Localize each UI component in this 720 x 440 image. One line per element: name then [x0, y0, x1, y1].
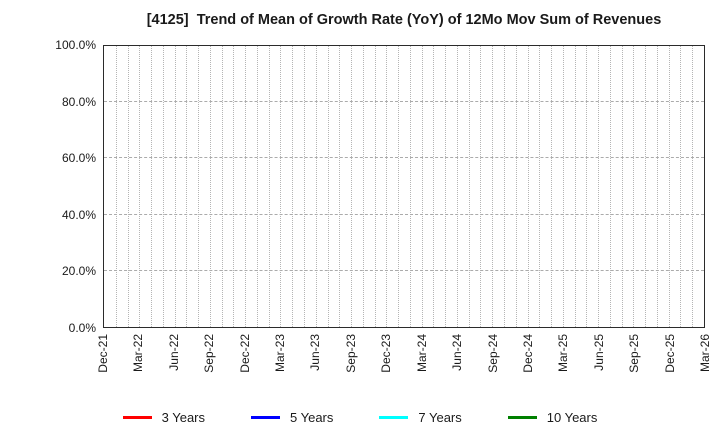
legend-line-swatch [507, 415, 537, 419]
gridline-vertical [174, 46, 176, 327]
gridline-vertical [551, 46, 553, 327]
gridline-vertical [315, 46, 317, 327]
gridline-vertical [327, 46, 329, 327]
x-tick-label: Dec-22 [237, 334, 252, 373]
gridline-vertical [680, 46, 682, 327]
x-tick-label: Sep-25 [627, 334, 642, 373]
x-axis-tick-labels: Dec-21 Mar-22 Jun-22 Sep-22 Dec-22 Mar-23 Jun-… [96, 329, 712, 391]
gridline-vertical [398, 46, 400, 327]
gridline-vertical [221, 46, 223, 327]
gridline-horizontal [104, 157, 704, 159]
gridline-vertical [456, 46, 458, 327]
x-tick-label: Jun-23 [308, 334, 323, 371]
x-tick-label: Mar-23 [273, 334, 288, 373]
gridline-vertical [539, 46, 541, 327]
gridline-vertical [362, 46, 364, 327]
x-tick-label: Jun-24 [450, 334, 465, 371]
gridline-vertical [198, 46, 200, 327]
gridline-vertical [433, 46, 435, 327]
x-tick-label: Dec-25 [662, 334, 677, 373]
gridline-vertical [186, 46, 188, 327]
gridline-vertical [151, 46, 153, 327]
y-tick-label: 20.0% [61, 264, 96, 279]
x-tick-label: Dec-23 [379, 334, 394, 373]
gridline-vertical [480, 46, 482, 327]
gridline-vertical [233, 46, 235, 327]
legend-line-swatch [122, 415, 152, 419]
gridline-vertical [127, 46, 129, 327]
x-tick-label: Sep-23 [343, 334, 358, 373]
gridline-vertical [115, 46, 117, 327]
gridline-vertical [598, 46, 600, 327]
x-tick-label: Mar-24 [414, 334, 429, 373]
x-tick-label: Jun-22 [166, 334, 181, 371]
gridline-vertical [621, 46, 623, 327]
x-tick-label: Mar-25 [556, 334, 571, 373]
x-tick-label: Sep-24 [485, 334, 500, 373]
y-tick-label: 40.0% [61, 207, 96, 222]
y-tick-label: 100.0% [55, 38, 96, 52]
gridline-vertical [668, 46, 670, 327]
gridline-vertical [386, 46, 388, 327]
plot-area [103, 45, 705, 328]
gridline-vertical [609, 46, 611, 327]
gridline-vertical [633, 46, 635, 327]
legend-label: 7 Years [418, 409, 462, 425]
gridline-vertical [374, 46, 376, 327]
x-tick-label: Mar-22 [131, 334, 146, 373]
legend-item: 7 Years [379, 409, 462, 425]
gridline-vertical [280, 46, 282, 327]
y-tick-label: 80.0% [61, 94, 96, 109]
gridline-vertical [562, 46, 564, 327]
gridline-vertical [527, 46, 529, 327]
legend-label: 3 Years [161, 409, 205, 425]
gridline-horizontal [104, 269, 704, 271]
gridline-vertical [162, 46, 164, 327]
gridline-vertical [256, 46, 258, 327]
y-axis-tick-labels: 0.0% 20.0% 40.0% 60.0% 80.0% 100.0% [0, 38, 96, 335]
gridline-vertical [139, 46, 141, 327]
y-tick-label: 0.0% [68, 321, 96, 335]
legend-line-swatch [251, 415, 280, 419]
gridline-vertical [586, 46, 588, 327]
gridline-vertical [409, 46, 411, 327]
gridline-vertical [421, 46, 423, 327]
gridline-vertical [209, 46, 211, 327]
legend-label: 5 Years [290, 409, 334, 425]
gridline-vertical [656, 46, 658, 327]
x-tick-label: Dec-24 [520, 334, 535, 373]
gridline-horizontal [104, 213, 704, 215]
gridline-vertical [515, 46, 517, 327]
legend-label: 10 Years [546, 409, 598, 425]
gridline-vertical [292, 46, 294, 327]
gridline-vertical [574, 46, 576, 327]
gridline-vertical [468, 46, 470, 327]
gridline-vertical [304, 46, 305, 327]
gridline-vertical [504, 46, 505, 327]
legend-item: 10 Years [507, 409, 598, 425]
gridline-vertical [351, 46, 353, 327]
gridline-vertical [245, 46, 247, 327]
legend-line-swatch [379, 415, 409, 419]
gridline-vertical [339, 46, 341, 327]
x-tick-label: Dec-21 [96, 334, 110, 373]
gridline-horizontal [104, 101, 704, 103]
gridline-vertical [445, 46, 447, 327]
gridline-vertical [692, 46, 694, 327]
legend-item: 5 Years [251, 410, 333, 425]
chart-title: [4125] Trend of Mean of Growth Rate (YoY… [146, 12, 662, 28]
x-tick-label: Sep-22 [202, 334, 217, 373]
x-tick-label: Mar-26 [698, 334, 712, 373]
x-tick-label: Jun-25 [591, 334, 606, 371]
legend-item: 3 Years [122, 409, 205, 425]
gridline-vertical [268, 46, 270, 327]
y-tick-label: 60.0% [61, 151, 96, 166]
legend: 3 Years 5 Years 7 Years 10 Years [0, 404, 720, 430]
gridline-vertical [645, 46, 647, 327]
gridline-vertical [492, 46, 494, 327]
